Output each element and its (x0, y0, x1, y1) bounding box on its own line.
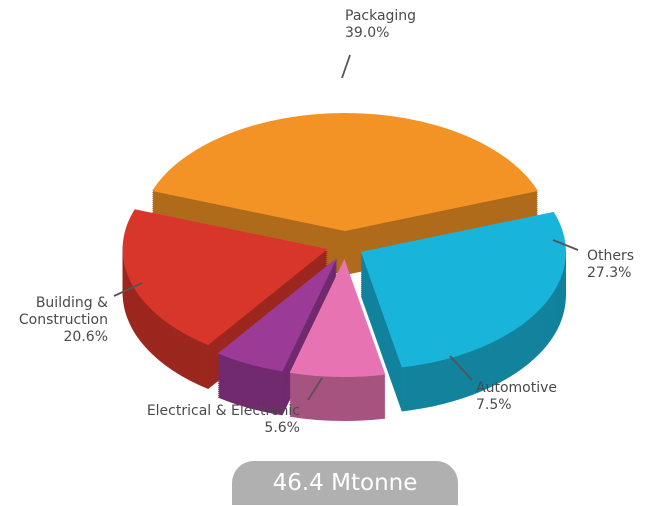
label-name: Packaging (345, 8, 417, 24)
slice-label: Electrical & Electronic 5.6% (100, 403, 300, 437)
label-value: 5.6% (264, 420, 300, 436)
slice (360, 211, 566, 368)
slice-label: Packaging 39.0% (345, 8, 485, 42)
leader-line (449, 355, 473, 381)
leader-line (341, 54, 351, 79)
leader-line (552, 239, 579, 251)
label-name: Building & Construction (18, 295, 108, 328)
label-name: Others (587, 248, 635, 264)
slice-label: Others 27.3% (587, 248, 646, 282)
label-name: Electrical & Electronic (146, 403, 300, 419)
label-value: 20.6% (63, 329, 108, 345)
label-value: 39.0% (345, 25, 390, 41)
label-value: 27.3% (587, 265, 632, 281)
slice-label: Building & Construction 20.6% (0, 295, 108, 346)
total-badge: 46.4 Mtonne (232, 461, 458, 505)
slice (289, 258, 386, 377)
slice (152, 112, 538, 231)
slice (217, 257, 338, 372)
label-value: 7.5% (476, 397, 512, 413)
leader-line (307, 377, 323, 401)
slice (122, 209, 328, 346)
slice-label: Automotive 7.5% (476, 380, 596, 414)
leader-line (113, 282, 143, 297)
label-name: Automotive (476, 380, 557, 396)
